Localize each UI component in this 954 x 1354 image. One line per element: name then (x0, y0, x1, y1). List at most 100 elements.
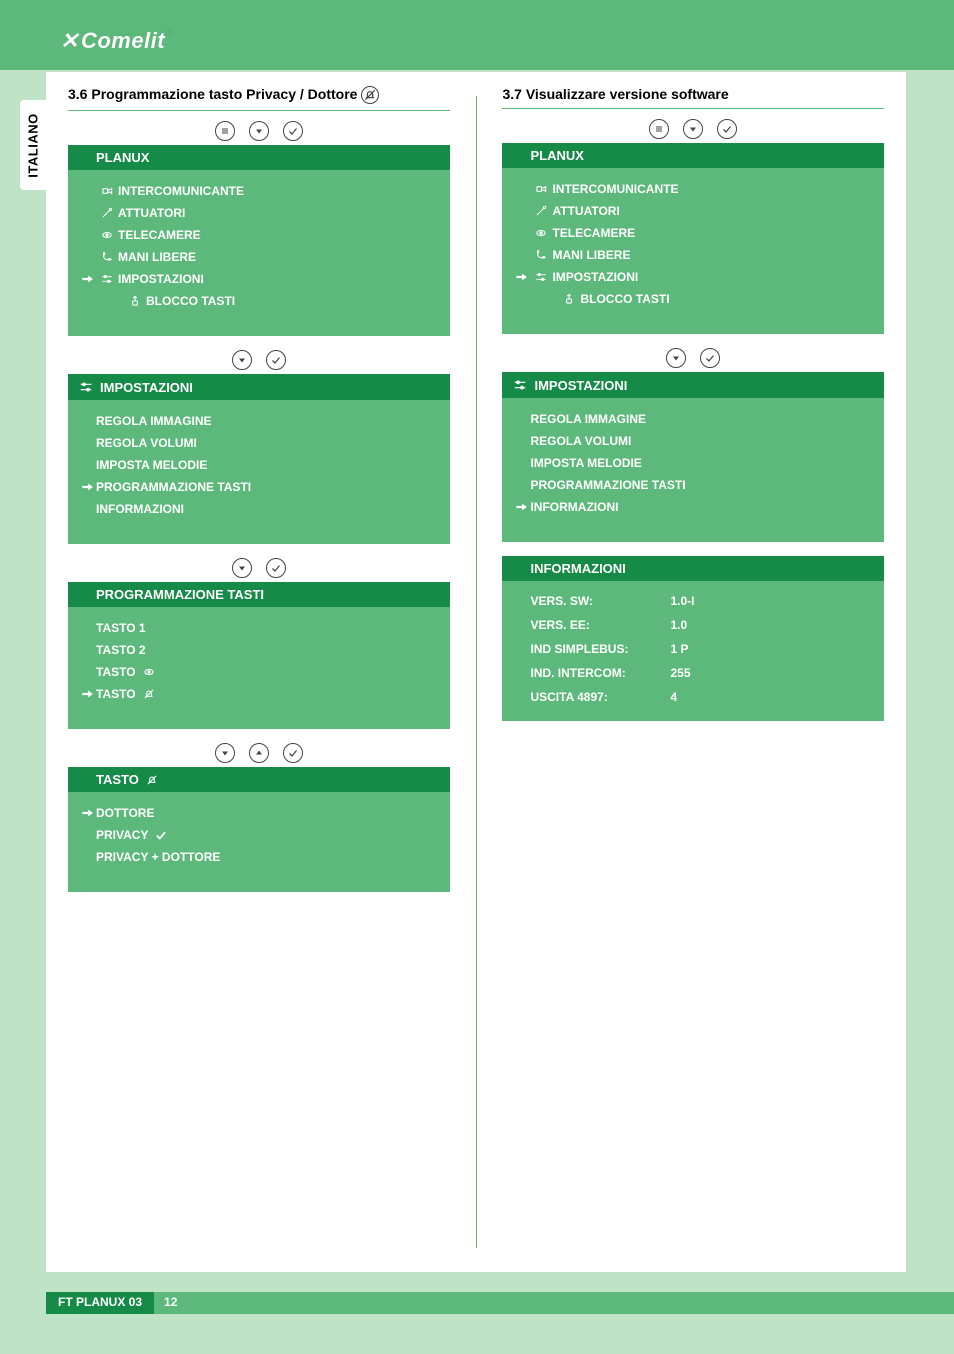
nav-icon-row (68, 350, 450, 370)
actuator-icon (96, 206, 118, 220)
footer-band: FT PLANUX 03 12 (0, 1292, 954, 1314)
menu-item-label: REGOLA VOLUMI (530, 434, 631, 448)
menu-item[interactable]: DOTTORE (68, 802, 450, 824)
menu-item[interactable]: PROGRAMMAZIONE TASTI (68, 476, 450, 498)
menu-panel: IMPOSTAZIONI REGOLA IMMAGINE REGOLA VOLU… (502, 348, 884, 542)
nav-icon-row (502, 348, 884, 368)
menu-item[interactable]: TASTO (68, 683, 450, 705)
menu-item-label: IMPOSTA MELODIE (96, 458, 207, 472)
menu-item[interactable]: REGOLA VOLUMI (502, 430, 884, 452)
info-row: IND. INTERCOM: 255 (502, 661, 884, 685)
info-value: 1.0-I (670, 594, 694, 608)
menu-icon (649, 119, 669, 139)
menu-item-label: TASTO 2 (96, 643, 146, 657)
menu-item[interactable]: ATTUATORI (502, 200, 884, 222)
menu-item[interactable]: TELECAMERE (68, 224, 450, 246)
down-icon (215, 743, 235, 763)
selection-arrow-icon (512, 270, 530, 284)
info-row: IND SIMPLEBUS: 1 P (502, 637, 884, 661)
menu-item[interactable]: PRIVACY (68, 824, 450, 846)
menu-item[interactable]: BLOCCO TASTI (502, 288, 884, 310)
menu-item[interactable]: TASTO (68, 661, 450, 683)
down-icon (683, 119, 703, 139)
nav-icon-row (68, 743, 450, 763)
column-divider (476, 96, 477, 1248)
menu-item[interactable]: BLOCCO TASTI (68, 290, 450, 312)
section-title: 3.6 Programmazione tasto Privacy / Dotto… (68, 86, 450, 104)
menu-item-label: MANI LIBERE (118, 250, 196, 264)
info-panel: INFORMAZIONI VERS. SW: 1.0-I VERS. EE: 1… (502, 556, 884, 721)
menu-item[interactable]: REGOLA VOLUMI (68, 432, 450, 454)
menu-item-label: PRIVACY + DOTTORE (96, 850, 220, 864)
panel-header: IMPOSTAZIONI (502, 372, 884, 398)
selection-arrow-icon (78, 687, 96, 701)
panel-body: INTERCOMUNICANTE ATTUATORI TELECAMERE MA… (68, 170, 450, 336)
panel-body: VERS. SW: 1.0-I VERS. EE: 1.0 IND SIMPLE… (502, 581, 884, 721)
left-column: 3.6 Programmazione tasto Privacy / Dotto… (68, 86, 450, 1258)
nav-icon-row (502, 119, 884, 139)
selection-arrow-icon (512, 500, 530, 514)
menu-item-label: ATTUATORI (118, 206, 185, 220)
check-icon (266, 350, 286, 370)
menu-item[interactable]: REGOLA IMMAGINE (68, 410, 450, 432)
menu-item-label: IMPOSTA MELODIE (530, 456, 641, 470)
menu-item[interactable]: IMPOSTAZIONI (68, 268, 450, 290)
info-value: 1.0 (670, 618, 687, 632)
panel-header: PLANUX (502, 143, 884, 168)
menu-item[interactable]: REGOLA IMMAGINE (502, 408, 884, 430)
menu-item-label: PRIVACY (96, 828, 148, 842)
menu-item[interactable]: MANI LIBERE (68, 246, 450, 268)
menu-item-label: ATTUATORI (552, 204, 619, 218)
menu-item-label: INTERCOMUNICANTE (118, 184, 244, 198)
up-icon (249, 743, 269, 763)
panel-body: TASTO 1 TASTO 2 TASTO TASTO (68, 607, 450, 729)
menu-item[interactable]: TASTO 1 (68, 617, 450, 639)
menu-item[interactable]: INFORMAZIONI (68, 498, 450, 520)
panel-body: DOTTORE PRIVACY PRIVACY + DOTTORE (68, 792, 450, 892)
info-key: VERS. EE: (530, 618, 670, 632)
menu-item-label: REGOLA VOLUMI (96, 436, 197, 450)
menu-item[interactable]: PROGRAMMAZIONE TASTI (502, 474, 884, 496)
panel-body: INTERCOMUNICANTE ATTUATORI TELECAMERE MA… (502, 168, 884, 334)
menu-item[interactable]: ATTUATORI (68, 202, 450, 224)
right-column: 3.7 Visualizzare versione software PLANU… (502, 86, 884, 1258)
menu-item-label: BLOCCO TASTI (146, 294, 235, 308)
settings-icon (96, 272, 118, 286)
intercom-icon (530, 182, 552, 196)
info-value: 1 P (670, 642, 688, 656)
menu-item[interactable]: IMPOSTA MELODIE (68, 454, 450, 476)
menu-item[interactable]: MANI LIBERE (502, 244, 884, 266)
camera-icon (530, 226, 552, 240)
menu-item-label: INFORMAZIONI (96, 502, 184, 516)
menu-item-label: PROGRAMMAZIONE TASTI (530, 478, 685, 492)
selection-arrow-icon (78, 272, 96, 286)
panel-body: REGOLA IMMAGINE REGOLA VOLUMI IMPOSTA ME… (502, 398, 884, 542)
menu-item[interactable]: PRIVACY + DOTTORE (68, 846, 450, 868)
menu-item[interactable]: INFORMAZIONI (502, 496, 884, 518)
selection-arrow-icon (78, 806, 96, 820)
menu-item[interactable]: TASTO 2 (68, 639, 450, 661)
section-title: 3.7 Visualizzare versione software (502, 86, 884, 102)
menu-item-label: TELECAMERE (118, 228, 201, 242)
lock-icon (124, 294, 146, 308)
info-key: USCITA 4897: (530, 690, 670, 704)
menu-item[interactable]: INTERCOMUNICANTE (502, 178, 884, 200)
check-icon (283, 121, 303, 141)
info-row: VERS. SW: 1.0-I (502, 589, 884, 613)
info-row: VERS. EE: 1.0 (502, 613, 884, 637)
info-key: IND SIMPLEBUS: (530, 642, 670, 656)
title-underline (68, 110, 450, 111)
menu-item[interactable]: TELECAMERE (502, 222, 884, 244)
menu-item[interactable]: IMPOSTA MELODIE (502, 452, 884, 474)
menu-item-label: TASTO 1 (96, 621, 146, 635)
panel-body: REGOLA IMMAGINE REGOLA VOLUMI IMPOSTA ME… (68, 400, 450, 544)
handsfree-icon (96, 250, 118, 264)
check-icon (700, 348, 720, 368)
language-label: ITALIANO (26, 113, 41, 177)
footer-page: 12 (164, 1295, 177, 1309)
menu-item[interactable]: INTERCOMUNICANTE (68, 180, 450, 202)
panel-header: INFORMAZIONI (502, 556, 884, 581)
brand-logo: ✕Comelit® GROUP S.p.A. (60, 28, 220, 64)
menu-item-label: TASTO (96, 687, 136, 701)
menu-item[interactable]: IMPOSTAZIONI (502, 266, 884, 288)
